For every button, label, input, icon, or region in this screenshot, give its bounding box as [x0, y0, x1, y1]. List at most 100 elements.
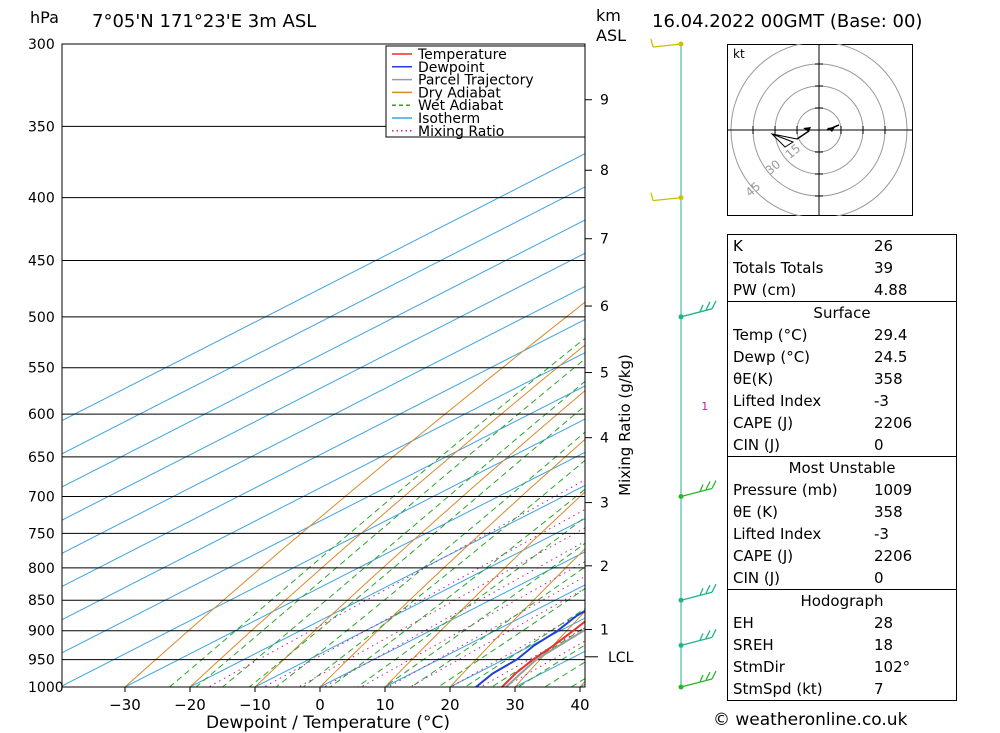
- height-tick-label: 5: [600, 366, 609, 382]
- profiles: [474, 609, 585, 687]
- section-title: Most Unstable: [788, 459, 896, 477]
- temperature-tick-label: 10: [375, 696, 394, 714]
- pressure-tick-label: 350: [28, 119, 55, 135]
- legend-label: Parcel Trajectory: [418, 73, 534, 89]
- indices-most-unstable: Most Unstable Pressure (mb) 1009 θE (K) …: [728, 456, 956, 589]
- dry-adiabat-line: [449, 548, 585, 687]
- mixing-ratio-axis-label: Mixing Ratio (g/kg): [616, 354, 634, 496]
- index-value: 358: [874, 503, 903, 521]
- plot-frame: [61, 43, 586, 688]
- credit-link[interactable]: © weatheronline.co.uk: [713, 710, 908, 730]
- index-label: EH: [733, 614, 754, 632]
- legend-label: Isotherm: [418, 111, 480, 127]
- index-label: SREH: [733, 636, 774, 654]
- isotherm-line: [62, 385, 585, 654]
- pressure-tick-label: 800: [28, 561, 55, 577]
- isotherm-line: [254, 518, 585, 687]
- index-label: PW (cm): [733, 281, 797, 299]
- dry-adiabat-line: [319, 438, 585, 687]
- index-row: θE(K) 358: [728, 368, 956, 390]
- index-row: Temp (°C) 29.4: [728, 324, 956, 346]
- temperature-tick-label: −30: [109, 696, 141, 714]
- dry-adiabat-line: [689, 26, 720, 713]
- indices-basic: K 26 Totals Totals 39 PW (cm) 4.88: [728, 235, 956, 301]
- wind-barb: [650, 38, 682, 48]
- index-row: SREH 18: [728, 634, 956, 656]
- index-value: -3: [874, 392, 889, 410]
- height-tick-label: 1: [600, 623, 609, 639]
- index-label: StmDir: [733, 658, 785, 676]
- isotherm-line: [189, 484, 585, 687]
- wind-profile: [650, 38, 717, 690]
- section-title: Surface: [813, 304, 871, 322]
- index-label: K: [733, 237, 743, 255]
- index-row: EH 28: [728, 612, 956, 634]
- wet-adiabat-line: [302, 459, 585, 687]
- lcl-label: LCL: [608, 650, 634, 666]
- isotherm-line: [62, 319, 585, 588]
- index-label: CIN (J): [733, 569, 781, 587]
- index-value: 24.5: [874, 348, 908, 366]
- isotherm-line: [62, 418, 585, 687]
- index-label: Lifted Index: [733, 392, 822, 410]
- index-row-tt: Totals Totals 39: [728, 257, 956, 279]
- indices-table: K 26 Totals Totals 39 PW (cm) 4.88 Surfa…: [727, 234, 957, 701]
- dry-adiabat-line: [124, 301, 585, 687]
- mixing-ratio-line: [479, 627, 585, 687]
- index-row: Pressure (mb) 1009: [728, 479, 956, 501]
- isobars: [62, 43, 585, 688]
- isotherm-line: [62, 252, 585, 521]
- index-label: Pressure (mb): [733, 481, 838, 499]
- pressure-tick-label: 600: [28, 407, 55, 423]
- wet-adiabat-line: [464, 608, 585, 687]
- index-value: 18: [874, 636, 894, 654]
- index-value: 26: [874, 237, 894, 255]
- wet-adiabat-line: [410, 566, 585, 687]
- pressure-tick-label: 550: [28, 361, 55, 377]
- dry-adiabat-line: [189, 344, 585, 687]
- pressure-tick-label: 300: [28, 37, 55, 53]
- index-row: Lifted Index -3: [728, 523, 956, 545]
- wind-barb: [680, 670, 717, 688]
- pressure-tick-label: 900: [28, 624, 55, 640]
- temperature-tick-label: 20: [440, 696, 459, 714]
- dry-adiabat-line: [254, 389, 585, 687]
- index-value: 358: [874, 370, 903, 388]
- section-title: Hodograph: [800, 592, 884, 610]
- height-tick-label: 6: [600, 299, 609, 315]
- wet-adiabat-line: [329, 488, 585, 687]
- index-row: θE (K) 358: [728, 501, 956, 523]
- index-label: Totals Totals: [733, 259, 824, 277]
- isotherm-line: [62, 153, 585, 422]
- temperature-tick-label: 40: [570, 696, 589, 714]
- index-label: CAPE (J): [733, 414, 794, 432]
- index-row: CIN (J) 0: [728, 567, 956, 589]
- index-value: 0: [874, 569, 884, 587]
- index-value: 7: [874, 680, 884, 698]
- wet-adiabat-line: [168, 337, 585, 687]
- wind-barb: [680, 480, 717, 498]
- pressure-unit-label: hPa: [30, 8, 59, 27]
- isotherm-line: [384, 584, 585, 687]
- dry-adiabat-line: [384, 491, 585, 687]
- legend-label: Mixing Ratio: [418, 124, 504, 140]
- isotherm-line: [62, 219, 585, 488]
- height-tick-label: 7: [600, 232, 609, 248]
- hodograph-axis-ticks: [752, 63, 886, 197]
- temperature-tick-label: 0: [315, 696, 325, 714]
- index-label: CAPE (J): [733, 547, 794, 565]
- pressure-tick-label: 450: [28, 254, 55, 270]
- km-label: km: [596, 6, 621, 25]
- pressure-tick-label: 750: [28, 526, 55, 542]
- legend-box: [385, 45, 586, 138]
- legend-label: Temperature: [417, 47, 507, 63]
- index-row-pw: PW (cm) 4.88: [728, 279, 956, 301]
- index-value: 0: [874, 436, 884, 454]
- height-tick-label: 8: [600, 163, 609, 179]
- mixing-ratio-line: [297, 527, 585, 687]
- background-lines: [62, 26, 720, 713]
- index-value: 39: [874, 259, 894, 277]
- index-row: CAPE (J) 2206: [728, 545, 956, 567]
- mixing-ratio-line: [360, 560, 585, 687]
